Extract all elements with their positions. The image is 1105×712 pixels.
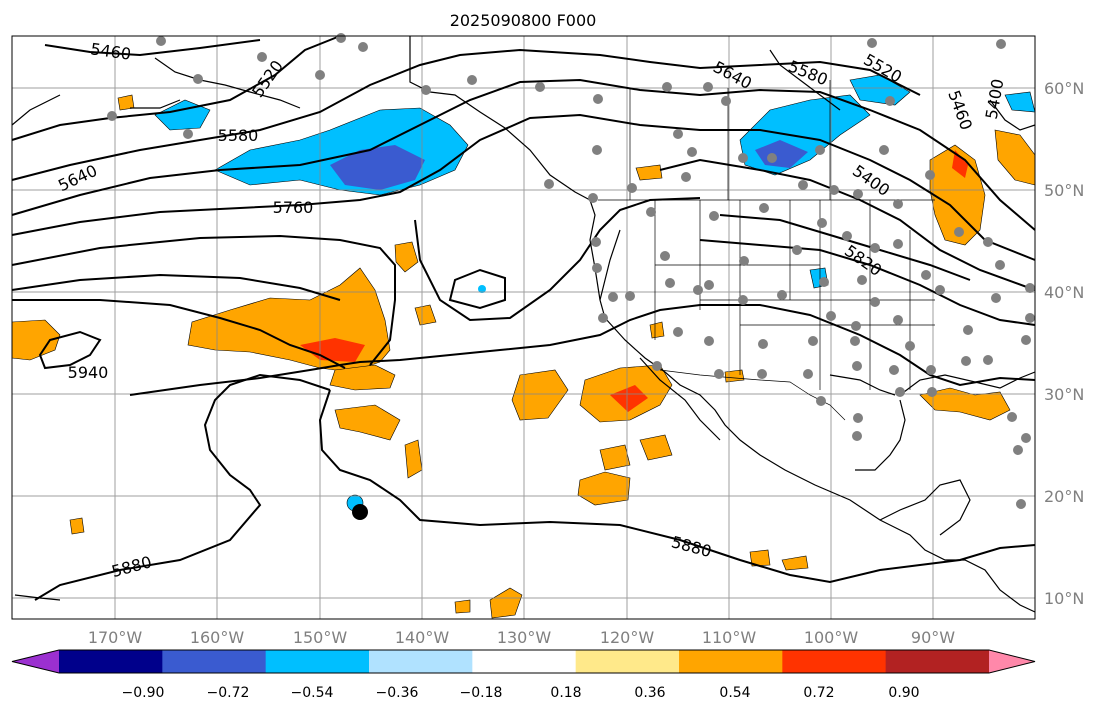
contour-label: 5940: [68, 363, 109, 382]
colorbar-segment: [265, 650, 370, 673]
colorbar-segment: [162, 650, 267, 673]
lat-label: 40°N: [1044, 283, 1084, 302]
lat-label: 60°N: [1044, 79, 1084, 98]
colorbar-tick: 0.18: [550, 685, 581, 701]
colorbar-segment: [472, 650, 577, 673]
colorbar-tick: −0.90: [122, 685, 165, 701]
lon-label: 150°W: [293, 628, 348, 647]
colorbar-extend-high: [989, 650, 1035, 673]
latitude-labels: 10°N 20°N 30°N 40°N 50°N 60°N: [1044, 79, 1084, 608]
contour-label: 5760: [273, 198, 314, 217]
colorbar: [11, 649, 1036, 674]
lon-label: 90°W: [911, 628, 955, 647]
lon-label: 130°W: [497, 628, 552, 647]
map-panel: 5460 5520 5580 5640 5760 5580 5640 5520 …: [11, 33, 1036, 620]
lon-label: 110°W: [702, 628, 757, 647]
lat-label: 20°N: [1044, 487, 1084, 506]
map-title: 2025090800 F000: [450, 11, 597, 30]
lat-label: 10°N: [1044, 589, 1084, 608]
lon-label: 120°W: [600, 628, 655, 647]
height-contours: [11, 35, 1036, 601]
colorbar-tick: 0.90: [888, 685, 919, 701]
colorbar-tick: −0.54: [291, 685, 334, 701]
lon-label: 170°W: [88, 628, 143, 647]
lon-label: 100°W: [804, 628, 859, 647]
colorbar-tick: −0.18: [460, 685, 503, 701]
colorbar-segment: [575, 650, 680, 673]
colorbar-extend-low: [12, 650, 59, 673]
colorbar-tick: 0.36: [634, 685, 665, 701]
colorbar-outline: [11, 649, 1036, 674]
graticule: [12, 36, 1035, 619]
colorbar-tick: 0.72: [803, 685, 834, 701]
lat-label: 50°N: [1044, 181, 1084, 200]
colorbar-tick-labels: −0.90 −0.72 −0.54 −0.36 −0.18 0.18 0.36 …: [122, 685, 920, 701]
shaded-field: [11, 74, 1036, 619]
colorbar-segment: [679, 650, 783, 673]
colorbar-tick: 0.54: [719, 685, 750, 701]
colorbar-segment: [369, 650, 473, 673]
lat-label: 30°N: [1044, 385, 1084, 404]
station-markers: [107, 33, 1035, 509]
colorbar-segment: [782, 650, 887, 673]
longitude-labels: 170°W 160°W 150°W 140°W 130°W 120°W 110°…: [88, 628, 955, 647]
colorbar-tick: −0.72: [207, 685, 250, 701]
contour-label: 5580: [218, 126, 259, 145]
colorbar-segment: [59, 650, 163, 673]
colorbar-segment: [885, 650, 990, 673]
lon-label: 160°W: [190, 628, 245, 647]
lon-label: 140°W: [395, 628, 450, 647]
colorbar-tick: −0.36: [376, 685, 419, 701]
